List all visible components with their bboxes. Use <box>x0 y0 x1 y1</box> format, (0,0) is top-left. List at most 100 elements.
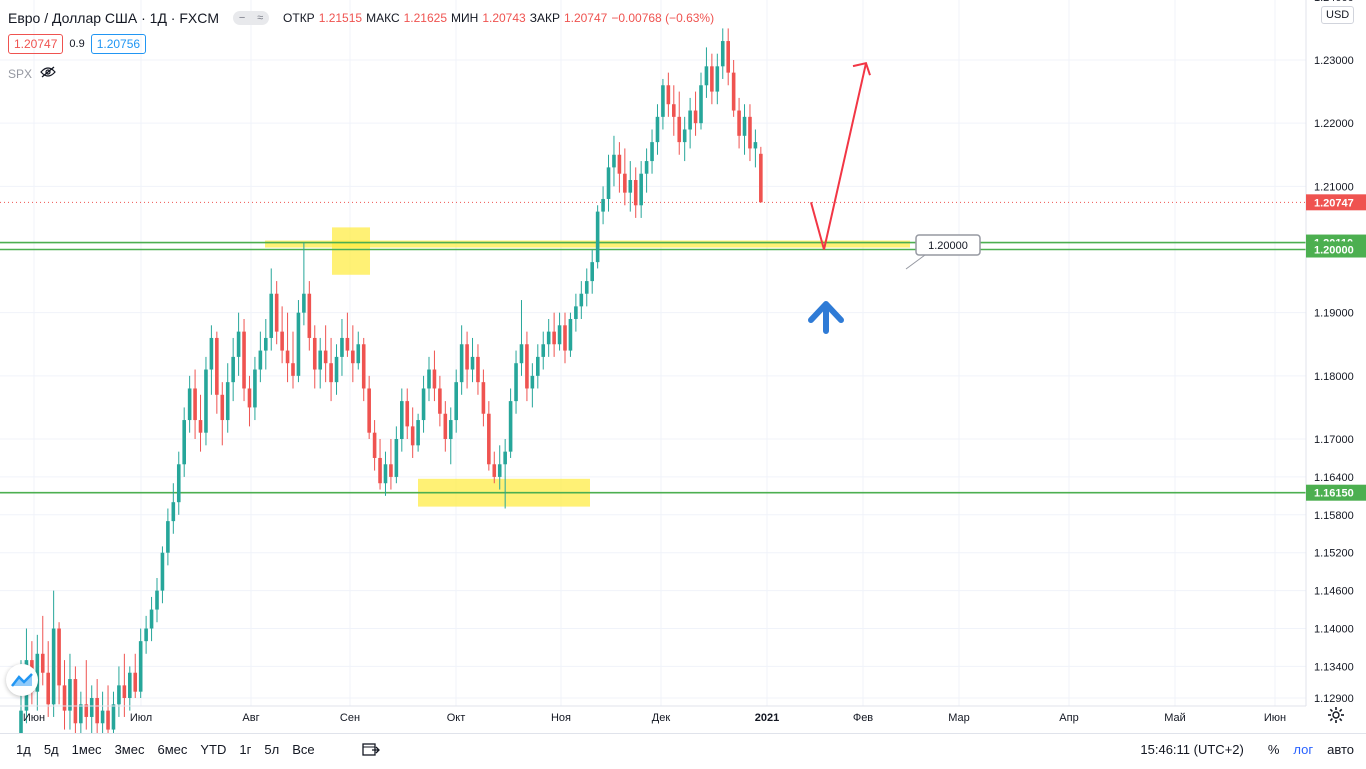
candle-body-11 <box>79 704 83 724</box>
timeframe-7[interactable]: 5л <box>264 742 280 757</box>
candle-body-39 <box>231 356 235 383</box>
timeframe-0[interactable]: 1д <box>16 742 31 757</box>
timeframe-buttons: 1д 5д 1мес 3мес 6мес YTD 1г 5л Все <box>16 742 328 757</box>
candle-body-97 <box>546 331 551 345</box>
timeframe-3[interactable]: 3мес <box>114 742 145 757</box>
timeframe-6[interactable]: 1г <box>239 742 252 757</box>
date-range-icon[interactable] <box>362 741 380 760</box>
candle-body-3 <box>35 653 40 692</box>
x-tick-1: Июл <box>130 712 152 724</box>
indicator-label[interactable]: SPX <box>8 66 33 81</box>
candle-body-49 <box>285 350 290 364</box>
price-chart[interactable]: 1.20000 1.24000 1.23000 1.22000 1.21000 1.19… <box>0 0 1366 733</box>
candle-body-129 <box>720 41 725 67</box>
auto-toggle[interactable]: авто <box>1327 742 1354 757</box>
timeframe-2[interactable]: 1мес <box>71 742 102 757</box>
candle-body-24 <box>149 609 154 629</box>
candle-body-79 <box>448 420 453 440</box>
candle-body-69 <box>394 439 399 477</box>
candle-body-46 <box>269 293 274 338</box>
y-tick-6: 1.17000 <box>1314 434 1354 446</box>
candle-body-50 <box>291 363 295 376</box>
candle-body-89 <box>503 451 507 465</box>
low-value: 1.20743 <box>482 11 526 25</box>
log-toggle[interactable]: лог <box>1293 742 1314 757</box>
candle-body-128 <box>715 66 720 92</box>
change-value: −0.00768 (−0.63%) <box>611 11 715 25</box>
level-tag-2-label: 1.16150 <box>1314 488 1354 500</box>
tradingview-logo[interactable] <box>6 664 38 696</box>
candle-body-93 <box>525 344 529 389</box>
level-tag-2-bg <box>1306 484 1366 501</box>
candle-body-127 <box>710 66 714 92</box>
timeframe-8[interactable]: Все <box>292 742 315 757</box>
candle-body-64 <box>367 388 371 433</box>
candle-body-103 <box>579 293 584 307</box>
candle-body-111 <box>623 173 627 193</box>
current-price-tag-bg <box>1306 194 1366 211</box>
candle-body-0 <box>19 710 23 733</box>
callout-box <box>915 234 981 256</box>
candle-body-17 <box>111 704 116 730</box>
y-tick-7: 1.16400 <box>1314 472 1354 484</box>
candle-body-135 <box>753 142 758 149</box>
chart-settings-gear-icon[interactable] <box>1327 706 1345 729</box>
candle-body-41 <box>242 331 246 389</box>
candle-body-54 <box>312 337 317 370</box>
sell-button[interactable]: 1.20747 <box>8 34 64 54</box>
candle-body-125 <box>699 85 703 124</box>
timeframe-4[interactable]: 6мес <box>157 742 188 757</box>
candle-body-23 <box>144 628 148 642</box>
y-tick-1: 1.23000 <box>1314 55 1354 67</box>
candle-body-56 <box>323 350 328 364</box>
symbol-title[interactable]: Евро / Доллар США · 1Д · FXCM <box>8 10 220 26</box>
candle-body-101 <box>568 318 573 351</box>
candle-body-132 <box>737 110 741 136</box>
y-tick-11: 1.14000 <box>1314 624 1354 636</box>
horizontal-levels <box>0 201 1306 494</box>
currency-badge[interactable]: USD <box>1321 6 1355 24</box>
y-tick-3: 1.21000 <box>1314 181 1354 193</box>
candle-body-124 <box>693 110 698 124</box>
clock-time[interactable]: 15:46:11 (UTC+2) <box>1140 742 1244 757</box>
candle-body-33 <box>198 420 203 433</box>
timeframe-1[interactable]: 5д <box>43 742 59 757</box>
buy-button[interactable]: 1.20756 <box>90 34 147 54</box>
candle-body-21 <box>133 672 138 692</box>
candle-body-8 <box>62 685 67 711</box>
eye-off-icon[interactable] <box>40 66 56 81</box>
timeframe-5[interactable]: YTD <box>200 742 227 757</box>
candle-body-106 <box>595 211 600 263</box>
chart-grid <box>0 0 1306 706</box>
candle-body-20 <box>128 672 132 698</box>
candle-body-114 <box>639 173 643 206</box>
candle-body-136 <box>759 153 763 203</box>
open-label: ОТКР <box>283 11 315 25</box>
candle-body-51 <box>296 312 301 376</box>
close-value: 1.20747 <box>563 11 608 25</box>
level-tag-1-bg <box>1306 241 1366 258</box>
candle-body-16 <box>106 710 110 730</box>
candle-body-131 <box>731 72 736 111</box>
candle-body-82 <box>465 344 469 370</box>
x-tick-9: Мар <box>948 712 970 724</box>
close-label: ЗАКР <box>529 11 560 25</box>
percent-toggle[interactable]: % <box>1267 742 1280 757</box>
candle-body-84 <box>476 356 480 383</box>
y-tick-13: 1.12900 <box>1314 693 1354 705</box>
high-label: МАКС <box>366 11 400 25</box>
candle-body-43 <box>253 369 257 408</box>
candle-body-53 <box>307 293 312 338</box>
low-label: МИН <box>451 11 479 25</box>
candle-body-35 <box>209 337 214 370</box>
candle-body-110 <box>617 154 622 174</box>
time-axis: Июн Июл Авг Сен Окт Ноя Дек 2021 Фев Мар Апр Май Июн <box>23 712 1286 724</box>
spread-value: 0.9 <box>69 38 85 50</box>
chart-style-toggle[interactable]: − ≈ <box>233 11 270 25</box>
candle-body-47 <box>274 293 279 332</box>
candle-body-121 <box>677 116 682 143</box>
candle-body-66 <box>378 457 382 484</box>
candle-body-65 <box>372 432 377 458</box>
candle-body-112 <box>628 180 633 193</box>
candle-body-122 <box>682 129 687 143</box>
